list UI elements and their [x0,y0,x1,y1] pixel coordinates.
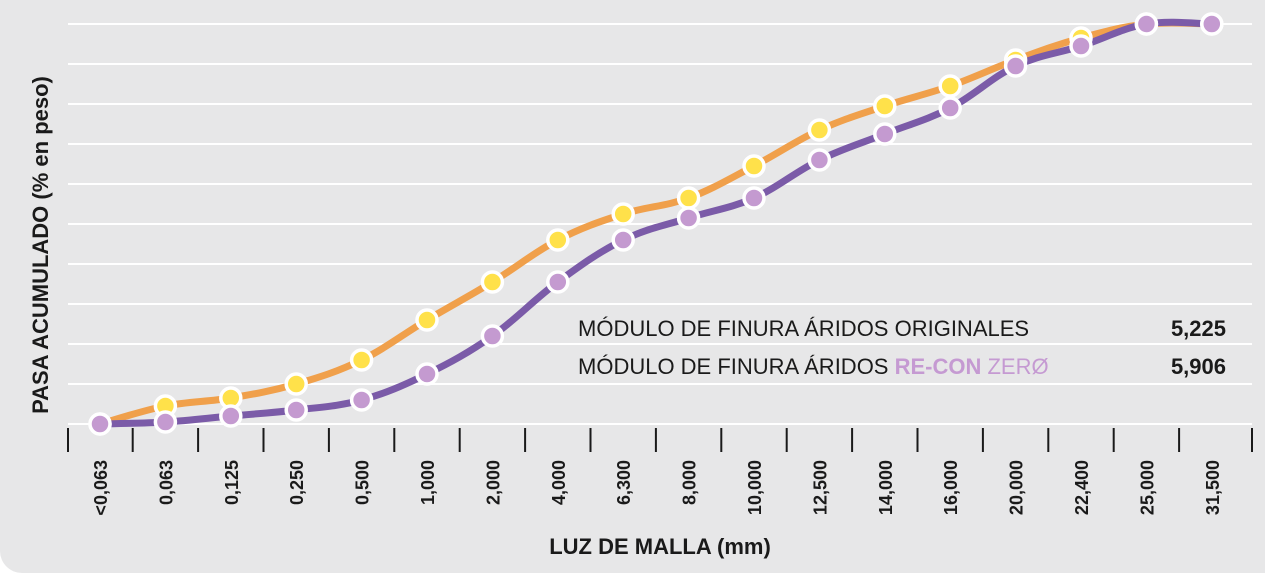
x-axis: <0,063 0,063 0,125 0,250 0,500 1,000 2,000 4,00… [67,428,1253,516]
brand-name-light: ZERØ [981,354,1048,379]
x-axis-title: LUZ DE MALLA (mm) [549,534,771,559]
marker-recon-zero [415,362,439,386]
marker-originales [873,94,897,118]
x-tick-label: 31,500 [1203,460,1223,515]
x-tick-label: 0,250 [287,460,307,505]
x-tick-label: 10,000 [745,460,765,515]
marker-recon-zero [349,388,374,412]
marker-recon-zero [1134,12,1159,36]
marker-recon-zero [546,270,570,294]
marker-originales [480,270,505,294]
marker-recon-zero [742,186,766,210]
marker-originales [807,118,832,142]
y-axis-title: PASA ACUMULADO (% en peso) [28,76,53,414]
marker-recon-zero [1069,34,1093,58]
x-tick-label: 12,500 [810,460,830,515]
marker-originales [611,202,635,226]
annotation-block: MÓDULO DE FINURA ÁRIDOS ORIGINALES 5,225 M… [578,316,1226,379]
annotation-value: 5,906 [1171,354,1226,379]
marker-recon-zero [153,410,178,434]
x-tick-label: 0,125 [222,460,242,505]
x-tick-label: 0,063 [156,460,176,505]
x-tick-label: 16,000 [941,460,961,515]
x-tick-label: 8,000 [680,460,700,505]
brand-name-strong: RE-CON [895,354,982,379]
marker-recon-zero [873,122,897,146]
marker-originales [415,308,439,332]
marker-recon-zero [284,398,308,422]
marker-recon-zero [1200,12,1224,36]
marker-recon-zero [611,228,635,252]
marker-originales [349,348,374,372]
marker-originales [676,186,701,210]
marker-recon-zero [676,206,701,230]
series-markers [88,12,1224,436]
marker-originales [284,372,308,396]
marker-recon-zero [1003,54,1028,78]
marker-originales [938,74,962,98]
marker-originales [546,228,570,252]
marker-recon-zero [219,404,243,428]
x-tick-label: 0,500 [353,460,373,505]
x-tick-label: 4,000 [549,460,569,505]
annotation-label: MÓDULO DE FINURA ÁRIDOS RE-CON ZERØ [578,354,1049,379]
marker-recon-zero [938,96,962,120]
marker-recon-zero [88,412,112,436]
x-tick-label: 2,000 [483,460,503,505]
x-tick-label: 22,400 [1072,460,1092,515]
x-tick-label: 20,000 [1007,460,1027,515]
x-tick-label: 14,000 [876,460,896,515]
annotation-label: MÓDULO DE FINURA ÁRIDOS ORIGINALES [578,316,1029,341]
x-tick-label: 25,000 [1137,460,1157,515]
x-tick-label: <0,063 [91,460,111,516]
annotation-value: 5,225 [1171,316,1226,341]
marker-recon-zero [480,324,505,348]
x-tick-label: 1,000 [418,460,438,505]
marker-recon-zero [807,148,832,172]
marker-originales [742,154,766,178]
x-tick-label: 6,300 [614,460,634,505]
